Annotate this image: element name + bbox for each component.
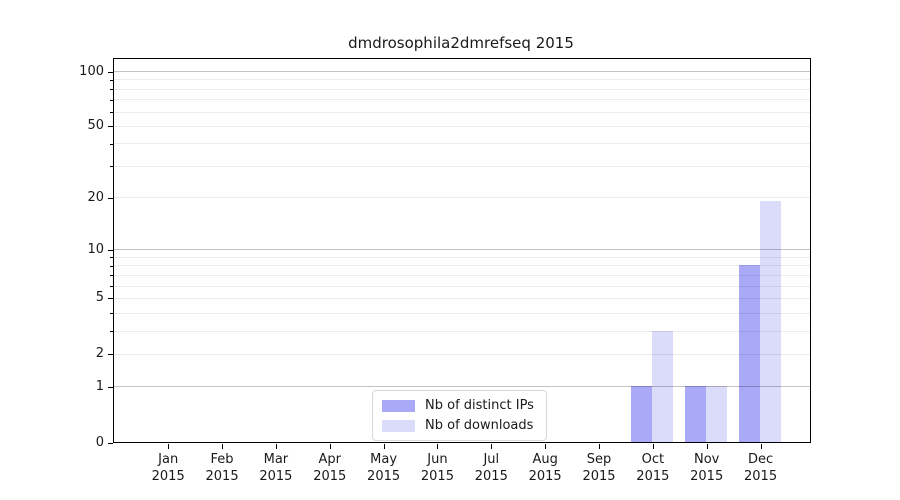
legend-swatch	[382, 399, 415, 412]
bar-downloads	[652, 330, 674, 442]
y-minor-tick-mark	[110, 143, 113, 145]
y-tick-mark	[108, 442, 113, 444]
gridline-minor	[114, 165, 810, 167]
gridline-minor	[114, 111, 810, 113]
gridline-minor	[114, 99, 810, 101]
legend-label: Nb of downloads	[425, 418, 534, 433]
y-tick-label: 1	[95, 378, 104, 394]
y-tick-label: 5	[95, 290, 104, 306]
gridline-minor	[114, 125, 810, 127]
plot-area: Nb of distinct IPs Nb of downloads	[113, 58, 811, 443]
legend: Nb of distinct IPs Nb of downloads	[372, 390, 547, 441]
gridline-minor	[114, 143, 810, 145]
x-tick-mark	[437, 444, 439, 449]
x-tick-mark	[275, 444, 277, 449]
gridline-minor	[114, 353, 810, 355]
x-tick-label: Mar 2015	[259, 452, 293, 484]
bar-downloads	[706, 386, 728, 442]
x-tick-mark	[329, 444, 331, 449]
gridline-minor	[114, 274, 810, 276]
x-tick-label: Jun 2015	[420, 452, 454, 484]
y-tick-mark	[108, 298, 113, 300]
gridline-major	[114, 249, 810, 251]
gridline-minor	[114, 312, 810, 314]
legend-label: Nb of distinct IPs	[425, 398, 534, 413]
x-tick-label: Dec 2015	[744, 452, 778, 484]
x-tick-label: Sep 2015	[582, 452, 616, 484]
x-tick-mark	[706, 444, 708, 449]
y-tick-mark	[108, 249, 113, 251]
y-minor-tick-mark	[110, 286, 113, 288]
y-minor-tick-mark	[110, 331, 113, 333]
y-tick-label: 100	[79, 63, 104, 79]
y-tick-mark	[108, 126, 113, 128]
x-tick-mark	[383, 444, 385, 449]
x-tick-label: Aug 2015	[528, 452, 562, 484]
x-tick-mark	[168, 444, 170, 449]
gridline-minor	[114, 88, 810, 90]
y-minor-tick-mark	[110, 112, 113, 114]
bar-distinct-ips	[685, 386, 707, 442]
gridline-minor	[114, 79, 810, 81]
gridline-major	[114, 71, 810, 72]
y-tick-mark	[108, 197, 113, 199]
x-tick-mark	[599, 444, 600, 449]
x-tick-mark	[491, 444, 493, 449]
chart-title: dmdrosophila2dmrefseq 2015	[348, 34, 574, 52]
gridline-minor	[114, 297, 810, 299]
y-tick-mark	[108, 386, 113, 388]
x-tick-label: Nov 2015	[690, 452, 724, 484]
bar-distinct-ips	[631, 386, 653, 442]
y-tick-mark	[108, 354, 113, 356]
y-tick-label: 0	[95, 434, 104, 450]
x-tick-label: Feb 2015	[205, 452, 239, 484]
y-tick-label: 50	[87, 118, 104, 134]
x-tick-label: Jul 2015	[474, 452, 508, 484]
gridline-minor	[114, 256, 810, 258]
y-tick-label: 20	[87, 189, 104, 205]
y-minor-tick-mark	[110, 166, 113, 168]
y-tick-mark	[108, 71, 113, 73]
x-tick-label: Jan 2015	[151, 452, 185, 484]
x-tick-mark	[222, 444, 224, 449]
bar-distinct-ips	[739, 265, 761, 442]
x-tick-label: Oct 2015	[636, 452, 670, 484]
y-minor-tick-mark	[110, 89, 113, 91]
x-tick-label: Apr 2015	[313, 452, 347, 484]
x-tick-mark	[545, 444, 547, 449]
y-minor-tick-mark	[110, 257, 113, 259]
bar-downloads	[760, 201, 782, 442]
y-minor-tick-mark	[110, 265, 113, 267]
y-minor-tick-mark	[110, 275, 113, 277]
x-tick-mark	[760, 444, 762, 449]
legend-swatch	[382, 419, 415, 432]
x-tick-mark	[652, 444, 654, 449]
y-minor-tick-mark	[110, 99, 113, 101]
y-tick-label: 2	[95, 346, 104, 362]
y-tick-label: 10	[87, 241, 104, 257]
legend-entry: Nb of distinct IPs	[382, 398, 534, 413]
gridline-minor	[114, 285, 810, 287]
x-tick-label: May 2015	[367, 452, 401, 484]
gridline-minor	[114, 197, 810, 199]
gridline-minor	[114, 265, 810, 267]
gridline-minor	[114, 330, 810, 332]
y-minor-tick-mark	[110, 79, 113, 81]
y-minor-tick-mark	[110, 313, 113, 315]
legend-entry: Nb of downloads	[382, 418, 534, 433]
